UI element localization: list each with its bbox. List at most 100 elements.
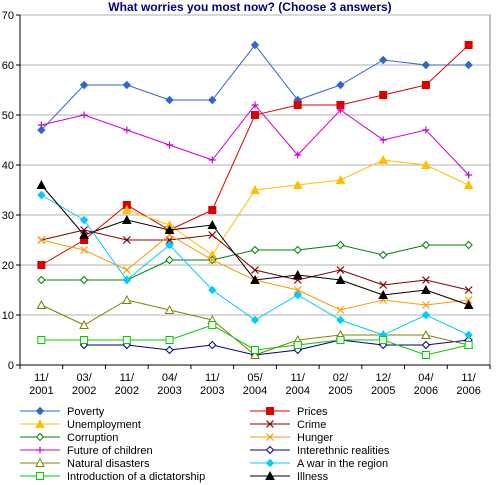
data-point	[79, 229, 89, 239]
data-point	[37, 121, 45, 129]
data-point	[336, 106, 344, 114]
data-point	[250, 274, 260, 284]
data-point	[379, 91, 388, 99]
legend-label: A war in the region	[297, 458, 388, 470]
legend-item: Crime	[250, 419, 326, 431]
series-prices	[37, 41, 473, 269]
legend-item: Hunger	[250, 432, 333, 444]
data-point	[208, 256, 217, 264]
legend-marker	[266, 433, 274, 441]
data-point	[80, 111, 88, 119]
x-tick-label: 04/2006	[414, 372, 438, 397]
data-point	[336, 336, 345, 344]
x-tick-label: 11/2006	[456, 372, 480, 397]
data-point	[79, 319, 89, 329]
legend-item: Corruption	[20, 432, 118, 444]
data-point	[36, 179, 47, 189]
legend-marker	[35, 432, 45, 442]
data-point	[121, 214, 132, 224]
data-point	[122, 266, 131, 274]
data-point	[122, 80, 132, 90]
data-point	[36, 299, 47, 309]
y-tick-label: 10	[2, 310, 14, 322]
data-point	[293, 101, 302, 109]
legend-marker	[36, 446, 44, 454]
data-point	[250, 315, 260, 325]
data-point	[335, 274, 346, 284]
series-future-of-children	[37, 101, 473, 179]
legend-marker	[265, 470, 275, 480]
data-point	[378, 250, 388, 260]
plot-area: 0 10 20 30 40 50 60 70 11/2001 03/2002 11/2002 04/2…	[2, 10, 491, 397]
legend-marker	[265, 458, 275, 468]
legend-label: Natural disasters	[67, 458, 150, 470]
data-point	[79, 215, 89, 225]
data-point	[37, 236, 46, 244]
series-introduction-of-a-dictatorship	[37, 321, 473, 359]
data-point	[80, 336, 89, 344]
data-point	[465, 171, 473, 179]
data-point	[208, 285, 217, 295]
data-point	[250, 184, 260, 194]
series-illness	[36, 179, 474, 309]
data-point	[165, 240, 174, 250]
y-tick-label: 20	[2, 260, 14, 272]
data-point	[335, 174, 346, 184]
series-crime	[37, 226, 473, 294]
legend-item: Introduction of a dictatorship	[20, 471, 205, 483]
data-point	[79, 80, 89, 90]
legend-label: Introduction of a dictatorship	[67, 471, 205, 483]
data-point	[37, 336, 46, 344]
data-point	[336, 240, 345, 250]
data-point	[250, 40, 260, 50]
x-tick-label: 05/2004	[243, 372, 267, 397]
legend-label: Hunger	[297, 432, 333, 444]
legend-item: Prices	[250, 406, 328, 418]
data-point	[378, 289, 389, 299]
x-tick-label: 11/2002	[115, 372, 139, 397]
legend-marker	[36, 472, 44, 480]
legend-label: Unemployment	[67, 419, 141, 431]
data-point	[123, 126, 131, 134]
data-point	[37, 261, 46, 269]
data-point	[121, 204, 132, 214]
data-point	[251, 266, 259, 274]
legend-item: Natural disasters	[20, 457, 150, 470]
data-point	[208, 156, 216, 164]
y-tick-label: 40	[2, 160, 14, 172]
x-tick-label: 03/2002	[72, 372, 96, 397]
data-point	[378, 154, 389, 164]
data-point	[293, 245, 302, 255]
data-point	[336, 315, 345, 325]
series-line	[84, 339, 469, 356]
data-point	[165, 345, 174, 355]
series-a-war-in-the-region	[37, 190, 473, 340]
data-point	[421, 340, 431, 350]
data-point	[164, 304, 175, 314]
data-point	[165, 95, 174, 105]
data-point	[294, 151, 302, 159]
data-point	[464, 330, 473, 340]
data-point	[463, 299, 474, 309]
legend-label: Illness	[297, 471, 329, 483]
data-point	[80, 246, 89, 254]
x-tick-label: 02/2005	[328, 372, 352, 397]
series-poverty	[37, 40, 473, 135]
legend-label: Interethnic realities	[297, 445, 390, 457]
data-point	[251, 111, 259, 119]
data-point	[122, 236, 131, 244]
legend-label: Crime	[297, 419, 326, 431]
data-point	[421, 159, 431, 169]
legend-marker	[35, 418, 45, 428]
x-tick-label: 04/2003	[157, 372, 181, 397]
legend-item: Interethnic realities	[250, 445, 390, 457]
x-tick-label: 11/2001	[29, 372, 53, 397]
data-point	[421, 240, 431, 250]
data-point	[293, 290, 302, 300]
legend-label: Poverty	[67, 406, 105, 418]
data-point	[292, 269, 303, 279]
data-point	[464, 60, 473, 70]
data-point	[251, 101, 259, 109]
data-point	[208, 95, 217, 105]
